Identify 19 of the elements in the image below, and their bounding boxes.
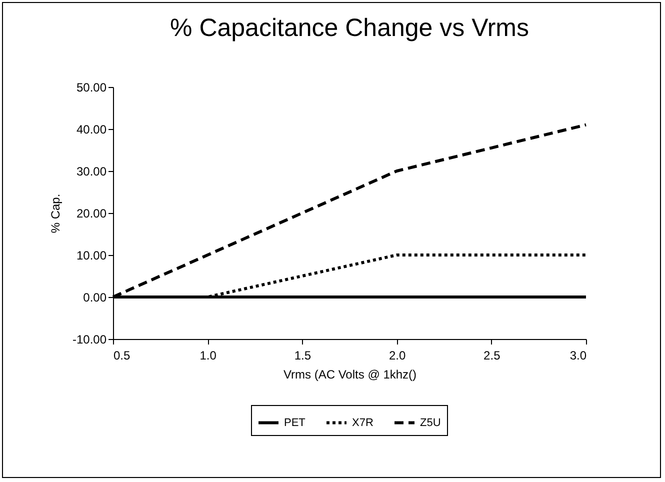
y-tick-label: 0.00 — [83, 290, 107, 304]
y-axis-title: % Cap. — [48, 194, 62, 234]
x-tick-label: 1.0 — [200, 348, 217, 362]
legend-label: X7R — [352, 416, 374, 429]
legend-label: Z5U — [420, 416, 441, 429]
x-tick-label: 0.5 — [114, 348, 131, 362]
y-tick-label: -10.00 — [72, 332, 107, 346]
legend-label: PET — [284, 416, 306, 429]
y-tick-label: 20.00 — [76, 206, 107, 220]
x-tick-label: 2.0 — [388, 348, 406, 362]
y-tick-label: 30.00 — [76, 164, 107, 178]
y-tick-label: 50.00 — [76, 80, 107, 94]
x-tick-label: 3.0 — [570, 348, 587, 362]
chart-title: % Capacitance Change vs Vrms — [170, 14, 529, 42]
x-tick-label: 1.5 — [294, 348, 312, 362]
y-tick-label: 40.00 — [76, 122, 107, 136]
y-tick-label: 10.00 — [76, 248, 107, 262]
x-axis-title: Vrms (AC Volts @ 1khz() — [283, 368, 417, 382]
x-tick-label: 2.5 — [484, 348, 501, 362]
